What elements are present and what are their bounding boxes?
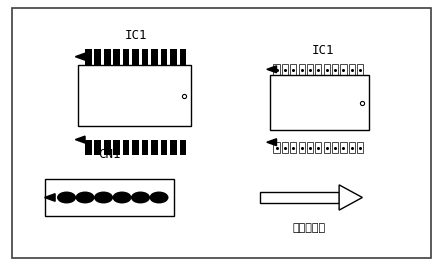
Bar xyxy=(332,64,338,75)
Bar xyxy=(161,140,167,155)
Bar xyxy=(94,49,101,65)
Bar xyxy=(113,49,120,65)
Text: 过波峰方向: 过波峰方向 xyxy=(293,223,326,233)
Bar xyxy=(315,64,322,75)
Circle shape xyxy=(150,192,168,203)
Bar xyxy=(170,49,177,65)
Bar xyxy=(113,140,120,155)
Circle shape xyxy=(76,192,94,203)
Bar xyxy=(315,142,322,153)
Bar xyxy=(324,142,330,153)
Bar xyxy=(161,49,167,65)
Text: CN1: CN1 xyxy=(98,148,120,161)
Bar xyxy=(104,140,111,155)
Polygon shape xyxy=(75,53,85,60)
Bar xyxy=(340,142,346,153)
Bar xyxy=(180,49,187,65)
Polygon shape xyxy=(339,185,362,210)
Bar xyxy=(273,142,280,153)
Bar xyxy=(123,49,129,65)
Bar xyxy=(152,49,158,65)
Circle shape xyxy=(95,192,113,203)
Polygon shape xyxy=(75,136,85,143)
Bar xyxy=(132,49,139,65)
Polygon shape xyxy=(267,66,276,73)
Bar xyxy=(349,64,355,75)
Circle shape xyxy=(58,192,75,203)
Polygon shape xyxy=(267,139,276,146)
Bar xyxy=(94,140,101,155)
Bar xyxy=(132,140,139,155)
Bar xyxy=(78,65,190,126)
Bar xyxy=(170,140,177,155)
Text: IC1: IC1 xyxy=(311,44,334,57)
Bar xyxy=(180,140,187,155)
Bar xyxy=(282,142,288,153)
Bar xyxy=(299,64,305,75)
Bar xyxy=(260,192,339,203)
Bar xyxy=(270,75,369,130)
Bar xyxy=(104,49,111,65)
Bar xyxy=(123,140,129,155)
Polygon shape xyxy=(45,194,55,201)
Bar xyxy=(357,64,363,75)
Circle shape xyxy=(132,192,149,203)
Bar xyxy=(142,140,148,155)
Bar xyxy=(152,140,158,155)
Bar xyxy=(85,49,92,65)
Bar xyxy=(85,140,92,155)
Bar xyxy=(307,64,313,75)
Circle shape xyxy=(113,192,131,203)
Bar xyxy=(282,64,288,75)
Bar xyxy=(290,64,296,75)
Bar xyxy=(273,64,280,75)
Text: IC1: IC1 xyxy=(124,29,147,42)
Bar xyxy=(142,49,148,65)
Bar xyxy=(357,142,363,153)
Bar xyxy=(290,142,296,153)
Bar xyxy=(340,64,346,75)
Bar xyxy=(349,142,355,153)
Bar xyxy=(299,142,305,153)
Bar xyxy=(307,142,313,153)
Bar xyxy=(324,64,330,75)
Bar xyxy=(45,179,175,216)
Bar xyxy=(332,142,338,153)
